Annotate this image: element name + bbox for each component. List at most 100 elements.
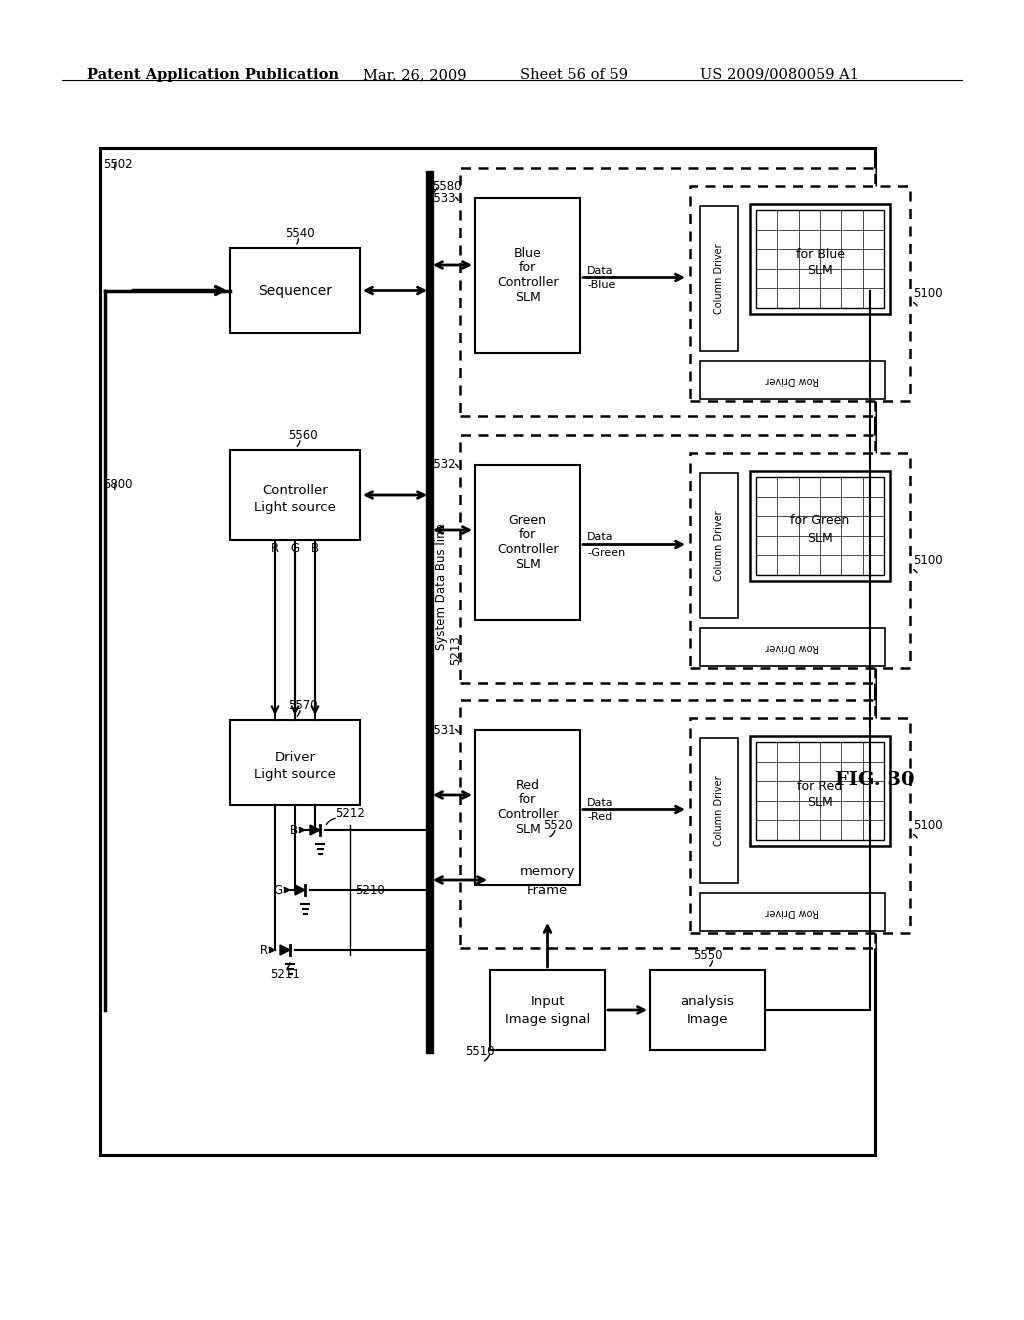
FancyBboxPatch shape xyxy=(700,206,738,351)
FancyBboxPatch shape xyxy=(460,436,874,682)
FancyBboxPatch shape xyxy=(700,738,738,883)
Text: -Blue: -Blue xyxy=(587,281,615,290)
FancyBboxPatch shape xyxy=(230,719,360,805)
FancyBboxPatch shape xyxy=(650,970,765,1049)
Text: SLM: SLM xyxy=(807,264,833,277)
FancyBboxPatch shape xyxy=(750,471,890,581)
Text: Mar. 26, 2009: Mar. 26, 2009 xyxy=(362,69,467,82)
Text: Input: Input xyxy=(530,995,565,1008)
Text: System Data Bus line: System Data Bus line xyxy=(435,523,449,649)
Text: Controller: Controller xyxy=(262,483,328,496)
Polygon shape xyxy=(310,825,319,836)
FancyBboxPatch shape xyxy=(750,737,890,846)
Text: memory: memory xyxy=(520,866,575,879)
Text: 5100: 5100 xyxy=(913,818,943,832)
FancyBboxPatch shape xyxy=(700,628,885,667)
Text: Row Driver: Row Driver xyxy=(766,907,819,917)
FancyBboxPatch shape xyxy=(460,700,874,948)
Text: Controller: Controller xyxy=(497,543,558,556)
Text: Patent Application Publication: Patent Application Publication xyxy=(87,69,339,82)
Text: R: R xyxy=(271,541,280,554)
Text: for: for xyxy=(519,528,537,541)
FancyBboxPatch shape xyxy=(475,465,580,620)
Text: for: for xyxy=(519,261,537,275)
Text: Row Driver: Row Driver xyxy=(766,375,819,385)
Text: for Red: for Red xyxy=(798,780,843,792)
Text: G: G xyxy=(273,883,283,896)
Text: Column Driver: Column Driver xyxy=(714,511,724,581)
Text: 5533: 5533 xyxy=(427,191,456,205)
Text: 5520: 5520 xyxy=(543,818,572,832)
Text: 5580: 5580 xyxy=(432,180,462,193)
FancyBboxPatch shape xyxy=(490,840,605,920)
Text: Column Driver: Column Driver xyxy=(714,775,724,846)
Text: Controller: Controller xyxy=(497,808,558,821)
FancyBboxPatch shape xyxy=(100,148,874,1155)
Text: 5100: 5100 xyxy=(913,554,943,568)
Text: for: for xyxy=(519,793,537,807)
Text: 5213: 5213 xyxy=(450,635,463,665)
Text: SLM: SLM xyxy=(515,558,541,572)
Text: 5570: 5570 xyxy=(288,700,317,711)
Text: Data: Data xyxy=(587,797,613,808)
Text: 5211: 5211 xyxy=(270,968,300,981)
Text: Green: Green xyxy=(509,513,547,527)
Text: analysis: analysis xyxy=(681,995,734,1008)
Text: 5212: 5212 xyxy=(335,807,365,820)
Text: -Green: -Green xyxy=(587,548,626,557)
Text: 5532: 5532 xyxy=(426,458,456,471)
FancyBboxPatch shape xyxy=(756,210,884,308)
FancyBboxPatch shape xyxy=(460,168,874,416)
Text: 5560: 5560 xyxy=(288,429,317,442)
FancyBboxPatch shape xyxy=(700,360,885,399)
Text: B: B xyxy=(290,824,298,837)
FancyBboxPatch shape xyxy=(230,248,360,333)
FancyBboxPatch shape xyxy=(750,205,890,314)
FancyBboxPatch shape xyxy=(690,186,910,401)
Polygon shape xyxy=(280,945,290,954)
Text: Light source: Light source xyxy=(254,768,336,781)
Text: -Red: -Red xyxy=(587,813,612,822)
FancyBboxPatch shape xyxy=(490,970,605,1049)
Text: SLM: SLM xyxy=(515,290,541,304)
Text: Image signal: Image signal xyxy=(505,1014,590,1027)
Text: Blue: Blue xyxy=(514,247,542,260)
FancyBboxPatch shape xyxy=(475,198,580,352)
Text: 5510: 5510 xyxy=(465,1045,495,1059)
Text: FIG. 30: FIG. 30 xyxy=(836,771,914,789)
FancyBboxPatch shape xyxy=(700,894,885,931)
Text: 5531: 5531 xyxy=(426,723,456,737)
Polygon shape xyxy=(295,884,305,895)
FancyBboxPatch shape xyxy=(756,477,884,576)
Text: Red: Red xyxy=(515,779,540,792)
Text: R: R xyxy=(260,944,268,957)
Text: SLM: SLM xyxy=(807,532,833,544)
Text: Sequencer: Sequencer xyxy=(258,284,332,297)
Text: Data: Data xyxy=(587,265,613,276)
FancyBboxPatch shape xyxy=(690,718,910,933)
Text: SLM: SLM xyxy=(515,822,541,836)
Text: SLM: SLM xyxy=(807,796,833,809)
FancyBboxPatch shape xyxy=(475,730,580,884)
Text: for Green: for Green xyxy=(791,515,850,528)
Text: Frame: Frame xyxy=(527,883,568,896)
Text: 5210: 5210 xyxy=(355,883,385,896)
Text: Light source: Light source xyxy=(254,500,336,513)
Text: 5100: 5100 xyxy=(913,286,943,300)
FancyBboxPatch shape xyxy=(700,473,738,618)
Text: Column Driver: Column Driver xyxy=(714,243,724,314)
Text: G: G xyxy=(291,541,300,554)
Text: 5502: 5502 xyxy=(103,158,133,172)
Text: US 2009/0080059 A1: US 2009/0080059 A1 xyxy=(700,69,859,82)
Text: 5800: 5800 xyxy=(103,478,132,491)
Text: B: B xyxy=(311,541,319,554)
Text: 5550: 5550 xyxy=(693,949,722,962)
FancyBboxPatch shape xyxy=(690,453,910,668)
FancyBboxPatch shape xyxy=(230,450,360,540)
FancyBboxPatch shape xyxy=(756,742,884,840)
Text: Image: Image xyxy=(687,1014,728,1027)
Text: Data: Data xyxy=(587,532,613,543)
Text: Controller: Controller xyxy=(497,276,558,289)
Text: Row Driver: Row Driver xyxy=(766,642,819,652)
Text: Sheet 56 of 59: Sheet 56 of 59 xyxy=(520,69,628,82)
